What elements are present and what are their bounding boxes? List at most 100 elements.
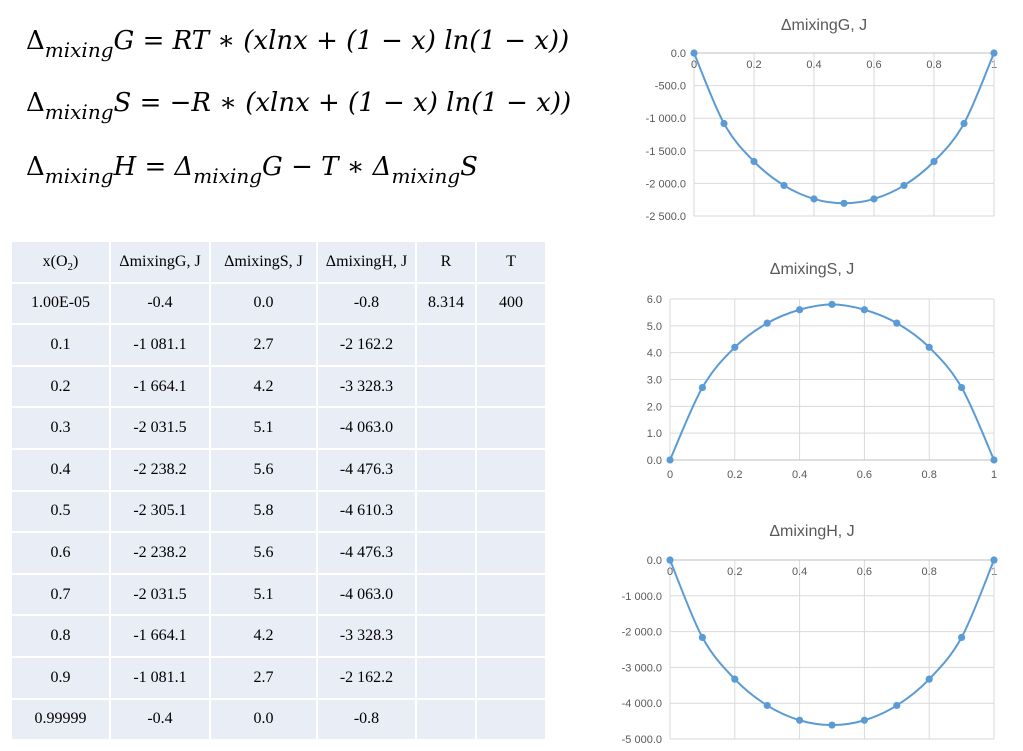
data-point — [828, 300, 836, 308]
data-point — [731, 675, 739, 683]
data-point — [780, 181, 788, 190]
data-point — [960, 119, 968, 128]
table-cell: -2 162.2 — [318, 657, 415, 698]
x-tick-label: 0.8 — [922, 469, 937, 481]
table-row: 0.1 -1 081.1 2.7 -2 162.2 — [12, 325, 545, 365]
table-cell: -4 063.0 — [318, 408, 415, 448]
y-tick-label: -1 000.0 — [622, 591, 662, 603]
table-cell: -0.4 — [111, 283, 209, 324]
y-tick-label: 1.0 — [647, 428, 662, 440]
x-tick-label: 0.6 — [857, 469, 872, 481]
table-cell — [477, 366, 545, 407]
data-point — [840, 199, 848, 207]
chart-h: ΔmixingH, J 0.0 -1 000.0 -2 000.0 -3 000.0 -4… — [620, 514, 1010, 751]
table-cell: -2 031.5 — [111, 574, 209, 615]
y-tick-label: -3 000.0 — [622, 662, 662, 674]
variable: G — [113, 26, 135, 56]
table-row: 0.4 -2 238.2 5.6 -4 476.3 — [12, 449, 545, 490]
table-cell — [477, 657, 545, 698]
chart-h-svg: ΔmixingH, J 0.0 -1 000.0 -2 000.0 -3 000.0 -4… — [622, 523, 998, 746]
data-point — [990, 456, 998, 464]
table-cell: 0.3 — [12, 408, 109, 448]
table-cell: -1 664.1 — [111, 366, 209, 407]
formula-gibbs: ΔmixingG = RT ∗ (xlnx + (1 − x) ln(1 − x… — [26, 26, 569, 62]
table-cell: 5.1 — [211, 574, 316, 615]
table-cell: -1 664.1 — [111, 616, 209, 656]
data-table: x(O2) ΔmixingG, J ΔmixingS, J ΔmixingH, … — [10, 240, 547, 741]
table-cell — [417, 699, 475, 740]
y-tick-label: 0.0 — [671, 48, 686, 60]
header-r: R — [417, 242, 475, 282]
chart-s: ΔmixingS, J 6.0 5.0 4.0 3.0 2.0 1.0 0.0 0 0.2 0.4 0… — [620, 254, 1010, 491]
data-point — [796, 716, 804, 724]
header-x: x(O2) — [12, 242, 109, 282]
table-cell: 4.2 — [211, 366, 316, 407]
table-cell — [477, 574, 545, 615]
y-tick-label: -5 000.0 — [622, 734, 662, 746]
table-cell — [417, 491, 475, 532]
table-row: 0.3 -2 031.5 5.1 -4 063.0 — [12, 408, 545, 448]
table-cell: 4.2 — [211, 616, 316, 656]
table-cell — [477, 616, 545, 656]
y-tick-label: -2 000.0 — [622, 627, 662, 639]
table-row: 0.2 -1 664.1 4.2 -3 328.3 — [12, 366, 545, 407]
x-tick-label: 0.2 — [746, 59, 761, 71]
data-point — [925, 343, 933, 351]
header-g: ΔmixingG, J — [111, 242, 209, 282]
table-row: 1.00E-05 -0.4 0.0 -0.8 8.314 400 — [12, 283, 545, 324]
table-cell: -1 081.1 — [111, 325, 209, 365]
y-tick-label: 0.0 — [647, 455, 662, 467]
table-cell: 0.99999 — [12, 699, 109, 740]
table-cell: 0.0 — [211, 283, 316, 324]
x-tick-label: 0.4 — [792, 469, 807, 481]
table-cell: 5.6 — [211, 449, 316, 490]
data-point — [925, 675, 933, 683]
table-cell: 0.4 — [12, 449, 109, 490]
formula-entropy: ΔmixingS = −R ∗ (xlnx + (1 − x) ln(1 − x… — [26, 88, 572, 124]
table-header-row: x(O2) ΔmixingG, J ΔmixingS, J ΔmixingH, … — [12, 242, 545, 282]
header-x-close: ) — [73, 252, 79, 270]
chart-title: ΔmixingS, J — [770, 261, 854, 278]
table-cell: 8.314 — [417, 283, 475, 324]
data-point — [958, 383, 966, 392]
chart-g: ΔmixingG, J 0.0 -500.0 -1 000.0 -1 500.0 -2 0… — [620, 8, 1010, 235]
data-point — [860, 306, 868, 314]
table-cell: -2 238.2 — [111, 449, 209, 490]
table-cell: 0.9 — [12, 657, 109, 698]
chart-title: ΔmixingH, J — [769, 523, 854, 540]
table-cell — [417, 325, 475, 365]
data-point — [698, 633, 706, 642]
subscript: mixing — [44, 100, 114, 124]
header-t: T — [477, 242, 545, 282]
header-s: ΔmixingS, J — [211, 242, 316, 282]
y-tick-label: -1 500.0 — [646, 146, 686, 158]
table-cell: -2 305.1 — [111, 491, 209, 532]
series-line — [669, 303, 995, 461]
table-cell — [417, 533, 475, 573]
data-point — [731, 343, 739, 351]
table-row: 0.99999 -0.4 0.0 -0.8 — [12, 699, 545, 740]
x-tick-label: 0.6 — [857, 566, 872, 578]
table-cell: -3 328.3 — [318, 366, 415, 407]
table-cell: 0.6 — [12, 533, 109, 573]
formula-block: ΔmixingG = RT ∗ (xlnx + (1 − x) ln(1 − x… — [26, 22, 626, 202]
delta-symbol: Δ — [26, 152, 45, 182]
variable: S — [460, 152, 478, 182]
table-cell: -0.8 — [318, 283, 415, 324]
data-point — [860, 716, 868, 724]
formula-rhs: = −R ∗ (xlnx + (1 − x) ln(1 − x)) — [139, 88, 572, 118]
x-tick-label: 0.2 — [727, 566, 742, 578]
mixing-table: x(O2) ΔmixingG, J ΔmixingS, J ΔmixingH, … — [10, 240, 547, 741]
table-row: 0.6 -2 238.2 5.6 -4 476.3 — [12, 533, 545, 573]
y-tick-label: -4 000.0 — [622, 698, 662, 710]
table-cell: 0.1 — [12, 325, 109, 365]
table-cell: -2 031.5 — [111, 408, 209, 448]
table-cell: -4 476.3 — [318, 449, 415, 490]
table-cell: -2 162.2 — [318, 325, 415, 365]
x-tick-label: 0.8 — [926, 59, 941, 71]
y-tick-label: 0.0 — [647, 555, 662, 567]
data-point — [720, 119, 728, 128]
table-cell: 5.8 — [211, 491, 316, 532]
x-tick-label: 0.8 — [922, 566, 937, 578]
table-cell: 0.0 — [211, 699, 316, 740]
